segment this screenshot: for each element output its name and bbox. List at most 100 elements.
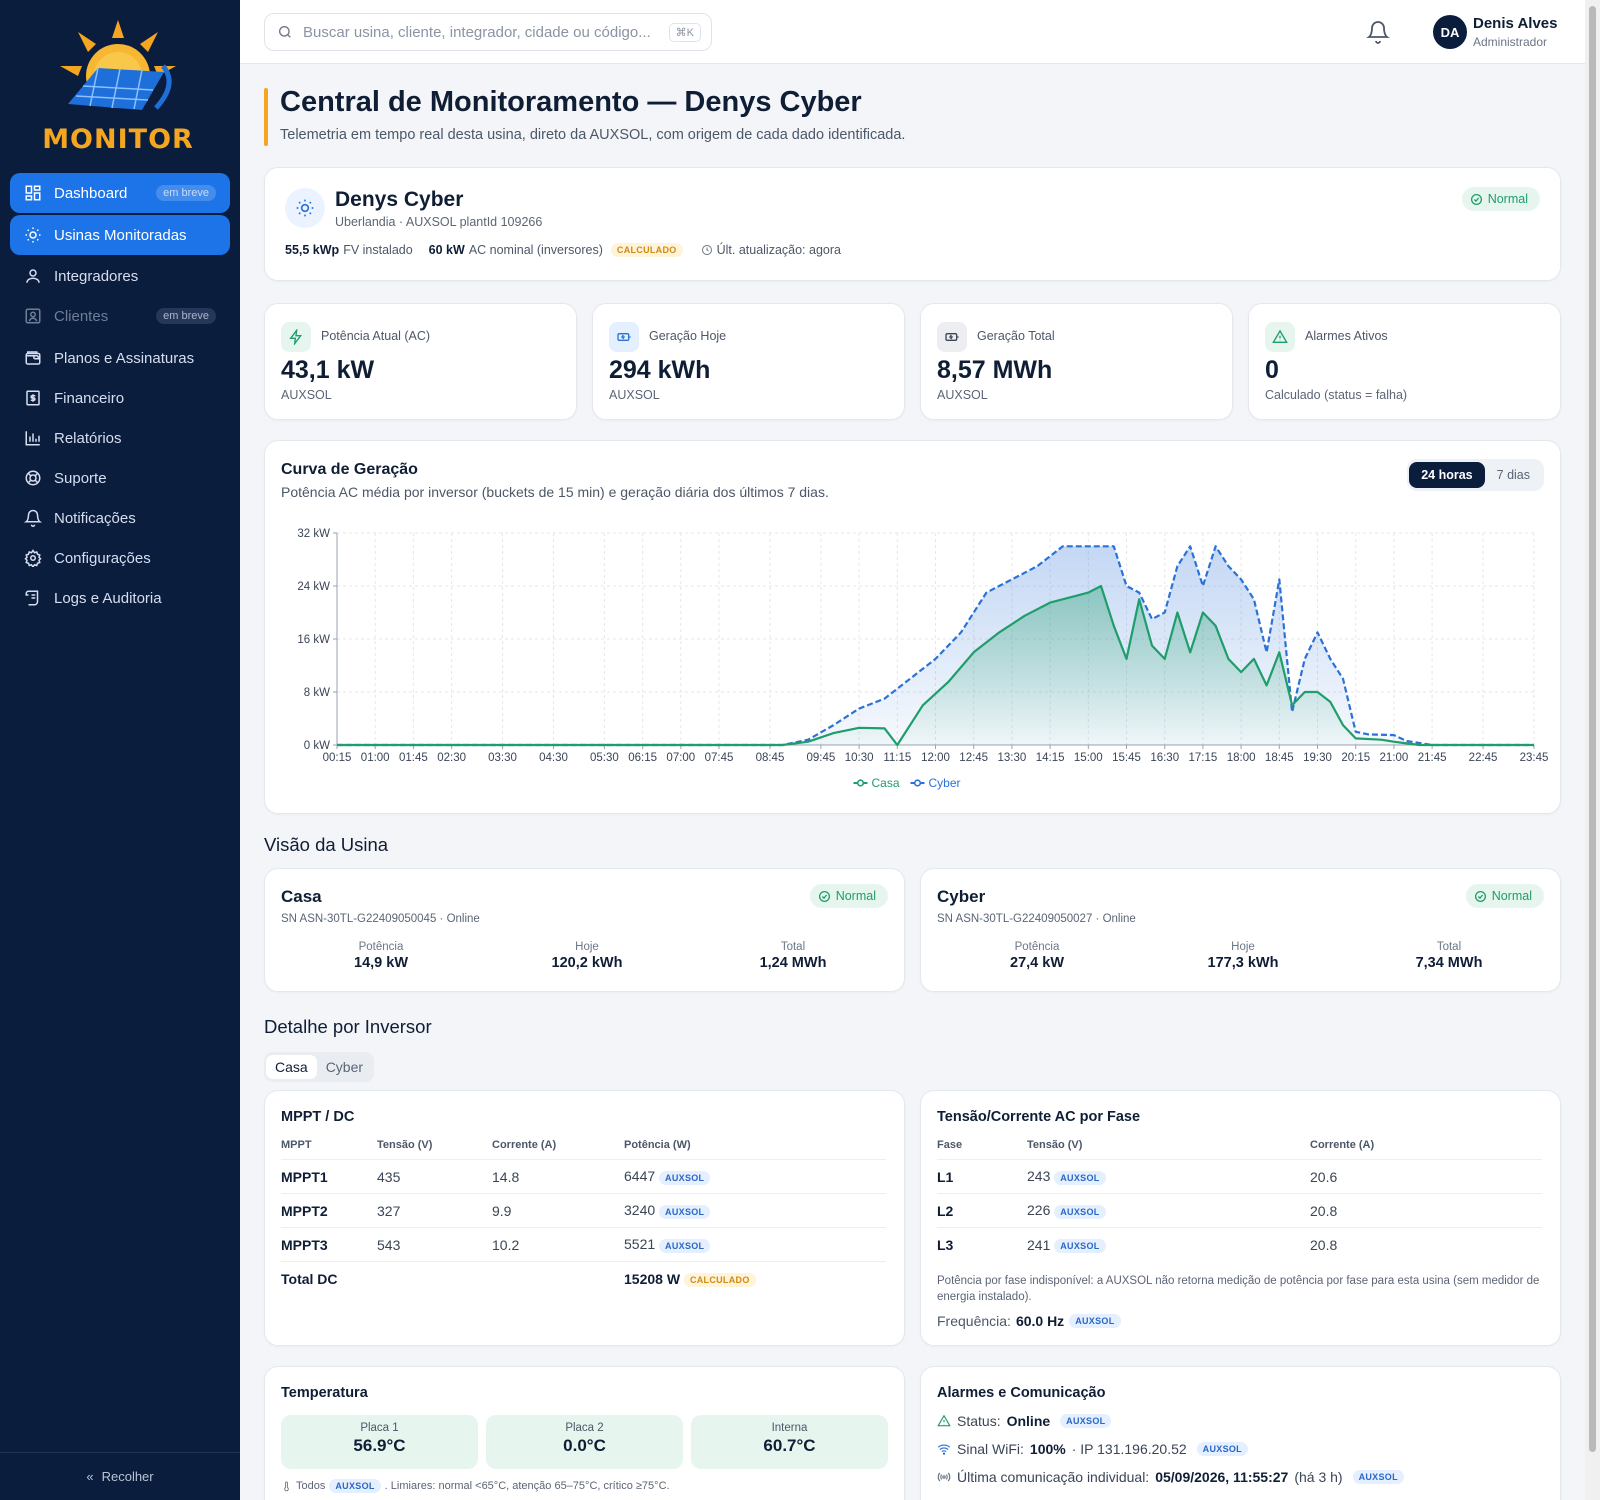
sidebar-item-label: Configurações: [54, 549, 151, 567]
sidebar-item-integradores[interactable]: Integradores: [10, 256, 230, 296]
alarms-card: Alarmes e Comunicação Status: Online AUX…: [920, 1366, 1561, 1500]
x-tick-label: 17:15: [1189, 752, 1218, 764]
check-circle-icon: [1470, 193, 1482, 205]
mppt-current: 9.9: [492, 1193, 624, 1228]
sidebar-item-label: Clientes: [54, 307, 109, 325]
lightning-icon: [281, 322, 311, 352]
frequency-label: Frequência:: [937, 1313, 1011, 1329]
radio-signal-icon: [937, 1472, 951, 1482]
auxsol-tag: AUXSOL: [1054, 1204, 1106, 1219]
metric-total: Total 7,34 MWh: [1379, 941, 1519, 971]
auxsol-tag: AUXSOL: [1196, 1442, 1248, 1456]
sidebar-item-notificacoes[interactable]: Notificações: [10, 498, 230, 538]
toggle-7d[interactable]: 7 dias: [1496, 468, 1530, 482]
x-tick-label: 14:15: [1036, 752, 1065, 764]
phase-voltage-cell: 243 AUXSOL: [1027, 1159, 1310, 1194]
x-tick-label: 04:30: [539, 752, 568, 764]
wifi-icon: [937, 1444, 951, 1455]
auxsol-tag: AUXSOL: [329, 1479, 381, 1493]
ac-phase-card: Tensão/Corrente AC por Fase Fase Tensão …: [920, 1090, 1561, 1346]
page-title: Central de Monitoramento — Denys Cyber: [280, 86, 862, 118]
table-row: L2 226 AUXSOL 20.8: [937, 1193, 1542, 1228]
temp-value: 60.7°C: [763, 1436, 816, 1455]
frequency-value: 60.0 Hz: [1015, 1313, 1065, 1329]
tab-casa[interactable]: Casa: [266, 1055, 317, 1079]
fv-label: FV instalado: [343, 243, 413, 257]
sidebar-item-logs[interactable]: Logs e Auditoria: [10, 578, 230, 618]
warning-triangle-icon: [937, 1414, 951, 1427]
y-tick-label: 8 kW: [304, 687, 330, 699]
inverter-card-cyber[interactable]: Cyber SN ASN-30TL-G22409050027 · Online …: [920, 868, 1561, 992]
x-tick-label: 19:30: [1303, 752, 1332, 764]
kpi-source: AUXSOL: [281, 388, 332, 402]
status-badge-label: Normal: [1491, 889, 1532, 903]
solar-monitor-logo[interactable]: MONITOR: [38, 18, 198, 155]
x-tick-label: 10:30: [845, 752, 874, 764]
phase-name: L1: [937, 1159, 1027, 1194]
legend-marker: [856, 779, 865, 787]
phase-current: 20.8: [1310, 1193, 1542, 1228]
sidebar: MONITOR Dashboard em breve Usinas Monito…: [0, 0, 240, 1500]
wifi-label: Sinal WiFi:: [957, 1441, 1024, 1457]
kpi-source: AUXSOL: [609, 388, 660, 402]
scroll-icon: [25, 590, 39, 606]
status-badge-label: Normal: [835, 889, 876, 903]
curve-subtitle: Potência AC média por inversor (buckets …: [281, 484, 829, 500]
temperature-footer: Todos AUXSOL . Limiares: normal <65°C, a…: [281, 1479, 670, 1493]
inverter-card-casa[interactable]: Casa SN ASN-30TL-G22409050045 · Online N…: [264, 868, 905, 992]
phase-voltage: 241: [1027, 1236, 1051, 1253]
phase-name: L3: [937, 1227, 1027, 1262]
scrollbar-thumb[interactable]: [1589, 6, 1596, 1452]
sidebar-item-label: Integradores: [54, 267, 139, 285]
user-role: Administrador: [1473, 35, 1548, 49]
search-input[interactable]: [303, 23, 669, 41]
chevrons-left-icon: «: [86, 1469, 94, 1484]
frequency-row: Frequência: 60.0 Hz AUXSOL: [937, 1313, 1121, 1329]
kpi-card-alarms: Alarmes Ativos 0 Calculado (status = fal…: [1248, 303, 1561, 420]
sidebar-item-suporte[interactable]: Suporte: [10, 458, 230, 498]
ac-label: AC nominal (inversores): [468, 243, 603, 257]
kpi-value: 8,57 MWh: [937, 356, 1053, 384]
mppt-name: MPPT1: [281, 1159, 377, 1194]
sidebar-item-clientes[interactable]: Clientes em breve: [10, 296, 230, 336]
x-tick-label: 11:15: [883, 752, 911, 764]
search-box[interactable]: ⌘K: [264, 13, 712, 51]
metric-value: 177,3 kWh: [1207, 955, 1279, 971]
comm-ago: (há 3 h): [1294, 1469, 1343, 1485]
generation-curve-card: Curva de Geração Potência AC média por i…: [264, 440, 1561, 814]
metric-power: Potência 14,9 kW: [311, 941, 451, 971]
kpi-card-total: Geração Total 8,57 MWh AUXSOL: [920, 303, 1233, 420]
temp-internal: Interna 60.7°C: [691, 1415, 888, 1469]
ip-text: · IP 131.196.20.52: [1071, 1441, 1187, 1457]
total-value: 15208 W: [624, 1270, 681, 1287]
user-name[interactable]: Denis Alves: [1473, 15, 1558, 32]
toggle-24h[interactable]: 24 horas: [1409, 462, 1485, 488]
mppt-power-cell: 5521 AUXSOL: [624, 1227, 886, 1262]
lifebuoy-icon: [25, 470, 41, 486]
user-icon: [26, 269, 40, 283]
tab-cyber[interactable]: Cyber: [325, 1059, 364, 1075]
x-tick-label: 05:30: [590, 752, 619, 764]
sidebar-item-configuracoes[interactable]: Configurações: [10, 538, 230, 578]
sidebar-item-usinas[interactable]: Usinas Monitoradas: [10, 215, 230, 255]
notifications-bell-icon[interactable]: [1366, 20, 1390, 44]
metric-value: 120,2 kWh: [551, 955, 623, 971]
collapse-sidebar-button[interactable]: « Recolher: [0, 1452, 240, 1500]
column-header: Fase: [937, 1139, 963, 1151]
collapse-label: Recolher: [101, 1469, 154, 1484]
avatar[interactable]: DA: [1433, 15, 1467, 49]
column-header: Tensão (V): [1027, 1139, 1083, 1151]
metric-label: Hoje: [1231, 941, 1255, 953]
sidebar-item-dashboard[interactable]: Dashboard em breve: [10, 173, 230, 213]
comm-label: Última comunicação individual:: [957, 1469, 1150, 1485]
bar-chart-icon: [25, 431, 40, 446]
sidebar-item-relatorios[interactable]: Relatórios: [10, 418, 230, 458]
sidebar-item-financeiro[interactable]: Financeiro: [10, 378, 230, 418]
x-tick-label: 07:00: [666, 752, 695, 764]
phase-voltage: 243: [1027, 1168, 1051, 1185]
legend-marker: [913, 779, 922, 787]
sidebar-item-planos[interactable]: Planos e Assinaturas: [10, 338, 230, 378]
comm-value: 05/09/2026, 11:55:27: [1155, 1469, 1289, 1485]
calculated-tag: CALCULADO: [610, 243, 683, 257]
page-scrollbar[interactable]: [1585, 0, 1600, 1500]
